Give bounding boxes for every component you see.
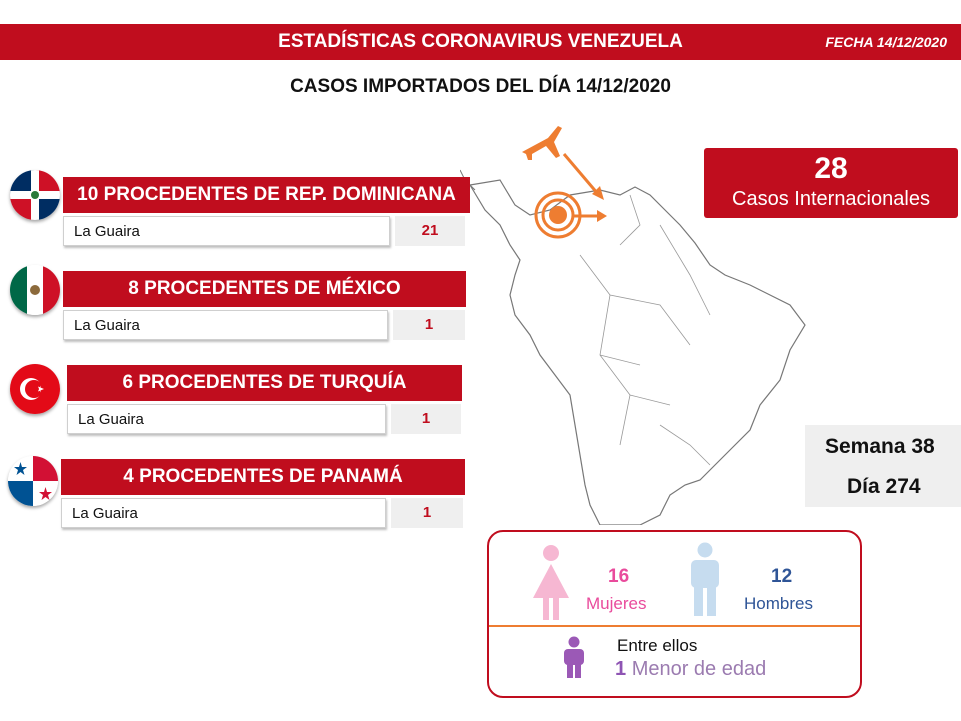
- city-cell: La Guaira: [61, 498, 386, 528]
- country-header-mexico: 8 PROCEDENTES DE MÉXICO: [63, 271, 466, 307]
- count-cell: 1: [391, 498, 463, 528]
- country-borders: [579, 194, 711, 466]
- flight-arrow-icon: [562, 153, 604, 200]
- international-cases-box: 28 Casos Internacionales: [704, 148, 958, 218]
- target-icon: [534, 191, 607, 239]
- among-label: Entre ellos: [617, 636, 698, 655]
- page-title: ESTADÍSTICAS CORONAVIRUS VENEZUELA: [278, 31, 683, 52]
- city-cell: La Guaira: [63, 310, 388, 340]
- count-cell: 21: [395, 216, 465, 246]
- minor-count: 1: [615, 658, 627, 680]
- minor-icon: [564, 636, 584, 678]
- dominican-republic-flag-icon: [10, 170, 60, 220]
- header-bar: ESTADÍSTICAS CORONAVIRUS VENEZUELA FECHA…: [0, 24, 961, 60]
- page-subtitle: CASOS IMPORTADOS DEL DÍA 14/12/2020: [290, 76, 671, 97]
- turkey-flag-icon: [10, 364, 60, 414]
- male-icon: [691, 542, 719, 616]
- panama-flag-icon: [8, 456, 58, 506]
- women-label: Mujeres: [586, 594, 647, 613]
- men-label: Hombres: [744, 594, 813, 613]
- city-cell: La Guaira: [67, 404, 386, 434]
- airplane-icon: [522, 126, 562, 160]
- week-day-box: Semana 38 Día 274: [805, 425, 961, 507]
- female-icon: [533, 545, 569, 620]
- south-america-map: [460, 169, 806, 525]
- international-label: Casos Internacionales: [732, 188, 930, 210]
- city-cell: La Guaira: [63, 216, 390, 246]
- women-count: 16: [608, 566, 630, 587]
- day-label: Día 274: [847, 475, 921, 498]
- country-header-turkey: 6 PROCEDENTES DE TURQUÍA: [67, 365, 462, 401]
- divider-line: [489, 625, 860, 627]
- minor-line: 1 Menor de edad: [615, 658, 766, 681]
- country-header-panama: 4 PROCEDENTES DE PANAMÁ: [61, 459, 465, 495]
- mexico-flag-icon: [10, 265, 60, 315]
- count-cell: 1: [391, 404, 461, 434]
- country-header-dominican-republic: 10 PROCEDENTES DE REP. DOMINICANA: [63, 177, 470, 213]
- count-cell: 1: [393, 310, 465, 340]
- week-label: Semana 38: [825, 435, 935, 458]
- continent-outline: [469, 179, 806, 525]
- men-count: 12: [771, 566, 793, 587]
- international-count: 28: [814, 152, 848, 185]
- minor-label: Menor de edad: [631, 658, 767, 680]
- header-date: FECHA 14/12/2020: [825, 34, 947, 50]
- demographics-box: 16 Mujeres 12 Hombres Entre ellos 1 Meno…: [487, 530, 862, 698]
